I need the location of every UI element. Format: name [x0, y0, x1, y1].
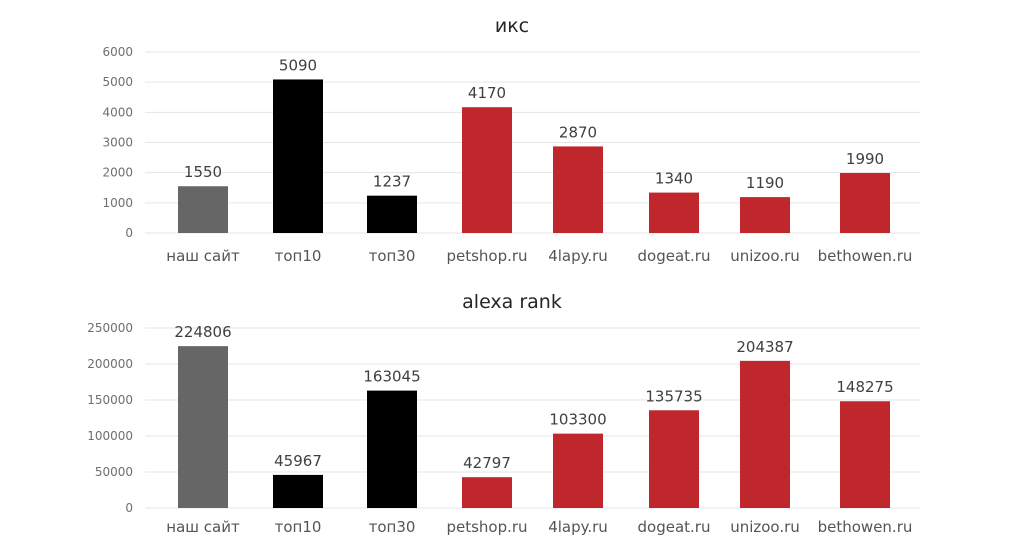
data-label: 4170	[468, 84, 506, 102]
x-tick-label: топ30	[369, 518, 416, 536]
bar	[462, 107, 512, 233]
y-tick-label: 0	[125, 501, 133, 515]
data-label: 2870	[559, 123, 597, 141]
data-label: 5090	[279, 56, 317, 74]
x-tick-label: топ30	[369, 247, 416, 265]
x-tick-label: dogeat.ru	[638, 247, 711, 265]
data-label: 204387	[736, 338, 793, 356]
data-label: 103300	[549, 411, 606, 429]
y-tick-label: 100000	[87, 429, 133, 443]
y-tick-label: 200000	[87, 357, 133, 371]
bar	[367, 195, 417, 233]
x-tick-label: unizoo.ru	[730, 518, 800, 536]
x-tick-label: 4lapy.ru	[548, 247, 608, 265]
bar	[273, 474, 323, 508]
x-tick-label: dogeat.ru	[638, 518, 711, 536]
y-tick-label: 2000	[102, 166, 133, 180]
y-tick-label: 50000	[95, 465, 133, 479]
data-label: 1340	[655, 170, 693, 188]
x-tick-label: наш сайт	[166, 518, 240, 536]
x-tick-label: unizoo.ru	[730, 247, 800, 265]
data-label: 1237	[373, 173, 411, 191]
data-label: 1990	[846, 150, 884, 168]
y-tick-label: 6000	[102, 45, 133, 59]
x-tick-label: топ10	[275, 247, 322, 265]
bar	[840, 172, 890, 233]
bar	[740, 197, 790, 233]
chart-iks: 0 1000 2000 3000 4000 5000 6000 1550 наш сайт 509…	[102, 45, 920, 265]
data-label: 135735	[645, 387, 702, 405]
y-tick-label: 1000	[102, 196, 133, 210]
y-tick-label: 3000	[102, 136, 133, 150]
bar	[178, 346, 228, 508]
x-tick-label: bethowen.ru	[818, 247, 913, 265]
y-tick-label: 150000	[87, 393, 133, 407]
chart-alexa-rank: 0 50000 100000 150000 200000 250000 224806 наш …	[87, 321, 920, 536]
bar	[649, 192, 699, 233]
y-tick-label: 5000	[102, 75, 133, 89]
data-label: 163045	[363, 368, 420, 386]
chart-2-title: alexa rank	[462, 291, 562, 313]
data-label: 224806	[174, 323, 231, 341]
x-tick-label: petshop.ru	[446, 518, 527, 536]
x-tick-label: 4lapy.ru	[548, 518, 608, 536]
y-tick-label: 4000	[102, 105, 133, 119]
bar	[649, 410, 699, 508]
y-tick-label: 0	[125, 226, 133, 240]
data-label: 45967	[274, 452, 322, 470]
bar	[740, 360, 790, 508]
data-label: 42797	[463, 454, 511, 472]
bar	[462, 477, 512, 508]
y-tick-label: 250000	[87, 321, 133, 335]
bar	[367, 390, 417, 508]
x-tick-label: наш сайт	[166, 247, 240, 265]
bar	[553, 146, 603, 233]
x-tick-label: petshop.ru	[446, 247, 527, 265]
x-tick-label: топ10	[275, 518, 322, 536]
chart-1-title: икс	[495, 15, 529, 37]
data-label: 148275	[836, 378, 893, 396]
x-tick-label: bethowen.ru	[818, 518, 913, 536]
bar	[553, 433, 603, 508]
bar	[840, 401, 890, 508]
bar	[178, 186, 228, 233]
data-label: 1550	[184, 163, 222, 181]
bar	[273, 79, 323, 234]
data-label: 1190	[746, 174, 784, 192]
